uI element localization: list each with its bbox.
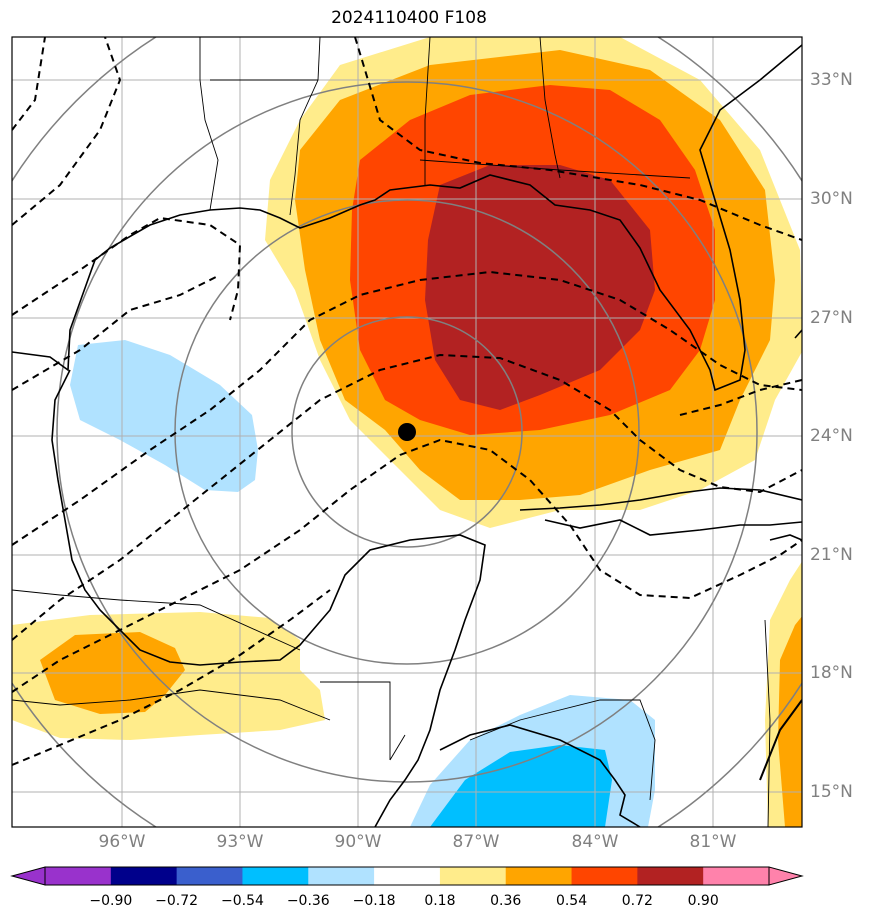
colorbar-segment <box>45 867 112 885</box>
coastlines <box>12 44 802 827</box>
colorbar-extend-high <box>769 867 802 885</box>
colorbar-segment <box>176 867 243 885</box>
colorbar-segment <box>439 867 507 885</box>
colorbar <box>10 866 804 886</box>
colorbar-segment <box>374 867 441 885</box>
lon-label-84w: 84°W <box>571 832 619 852</box>
lon-label-81w: 81°W <box>689 832 737 852</box>
colorbar-segment <box>637 867 704 885</box>
colorbar-tick-label: 0.18 <box>424 893 456 909</box>
colorbar-segment <box>110 867 178 885</box>
colorbar-tick-label: −0.72 <box>155 893 199 909</box>
boundary-thick <box>759 699 802 781</box>
dashed-contours <box>12 37 802 766</box>
map-title: 2024110400 F108 <box>331 8 487 28</box>
colorbar-segment <box>703 867 770 885</box>
colorbar-tick-label: −0.90 <box>89 893 133 909</box>
colorbar-tick-label: −0.18 <box>352 893 396 909</box>
colorbar-segment <box>571 867 638 885</box>
colorbar-tick-label: 0.54 <box>555 893 588 909</box>
range-rings <box>12 37 802 827</box>
colorbar-tick-label: 0.36 <box>490 893 522 909</box>
anomaly-fill-positive-east <box>765 561 802 827</box>
lon-label-96w: 96°W <box>98 832 146 852</box>
lon-label-93w: 93°W <box>216 832 264 852</box>
colorbar-tick-label: −0.54 <box>221 893 264 909</box>
anomaly-fill-positive-main <box>265 37 802 528</box>
storm-center-marker <box>398 423 416 441</box>
lon-label-87w: 87°W <box>452 832 500 852</box>
anomaly-fill-negative-west <box>70 340 258 492</box>
map-canvas <box>11 36 803 828</box>
colorbar-tick-label: −0.36 <box>286 893 330 909</box>
lat-label-15n: 15°N <box>810 782 853 802</box>
colorbar-segment <box>308 867 375 885</box>
colorbar-segment <box>242 867 309 885</box>
lat-label-24n: 24°N <box>810 426 853 446</box>
lon-label-90w: 90°W <box>334 832 382 852</box>
lat-label-21n: 21°N <box>810 545 853 565</box>
colorbar-tick-label: 0.72 <box>621 893 653 909</box>
lat-label-30n: 30°N <box>810 189 853 209</box>
plot-frame <box>11 36 803 828</box>
lat-label-18n: 18°N <box>810 663 853 683</box>
borders <box>12 37 771 827</box>
colorbar-extend-low <box>12 867 45 885</box>
anomaly-fill-positive-southwest <box>12 612 325 740</box>
lat-label-27n: 27°N <box>810 308 853 328</box>
colorbar-segment <box>505 867 573 885</box>
lat-label-33n: 33°N <box>810 70 853 90</box>
colorbar-tick-label: 0.90 <box>687 893 719 909</box>
